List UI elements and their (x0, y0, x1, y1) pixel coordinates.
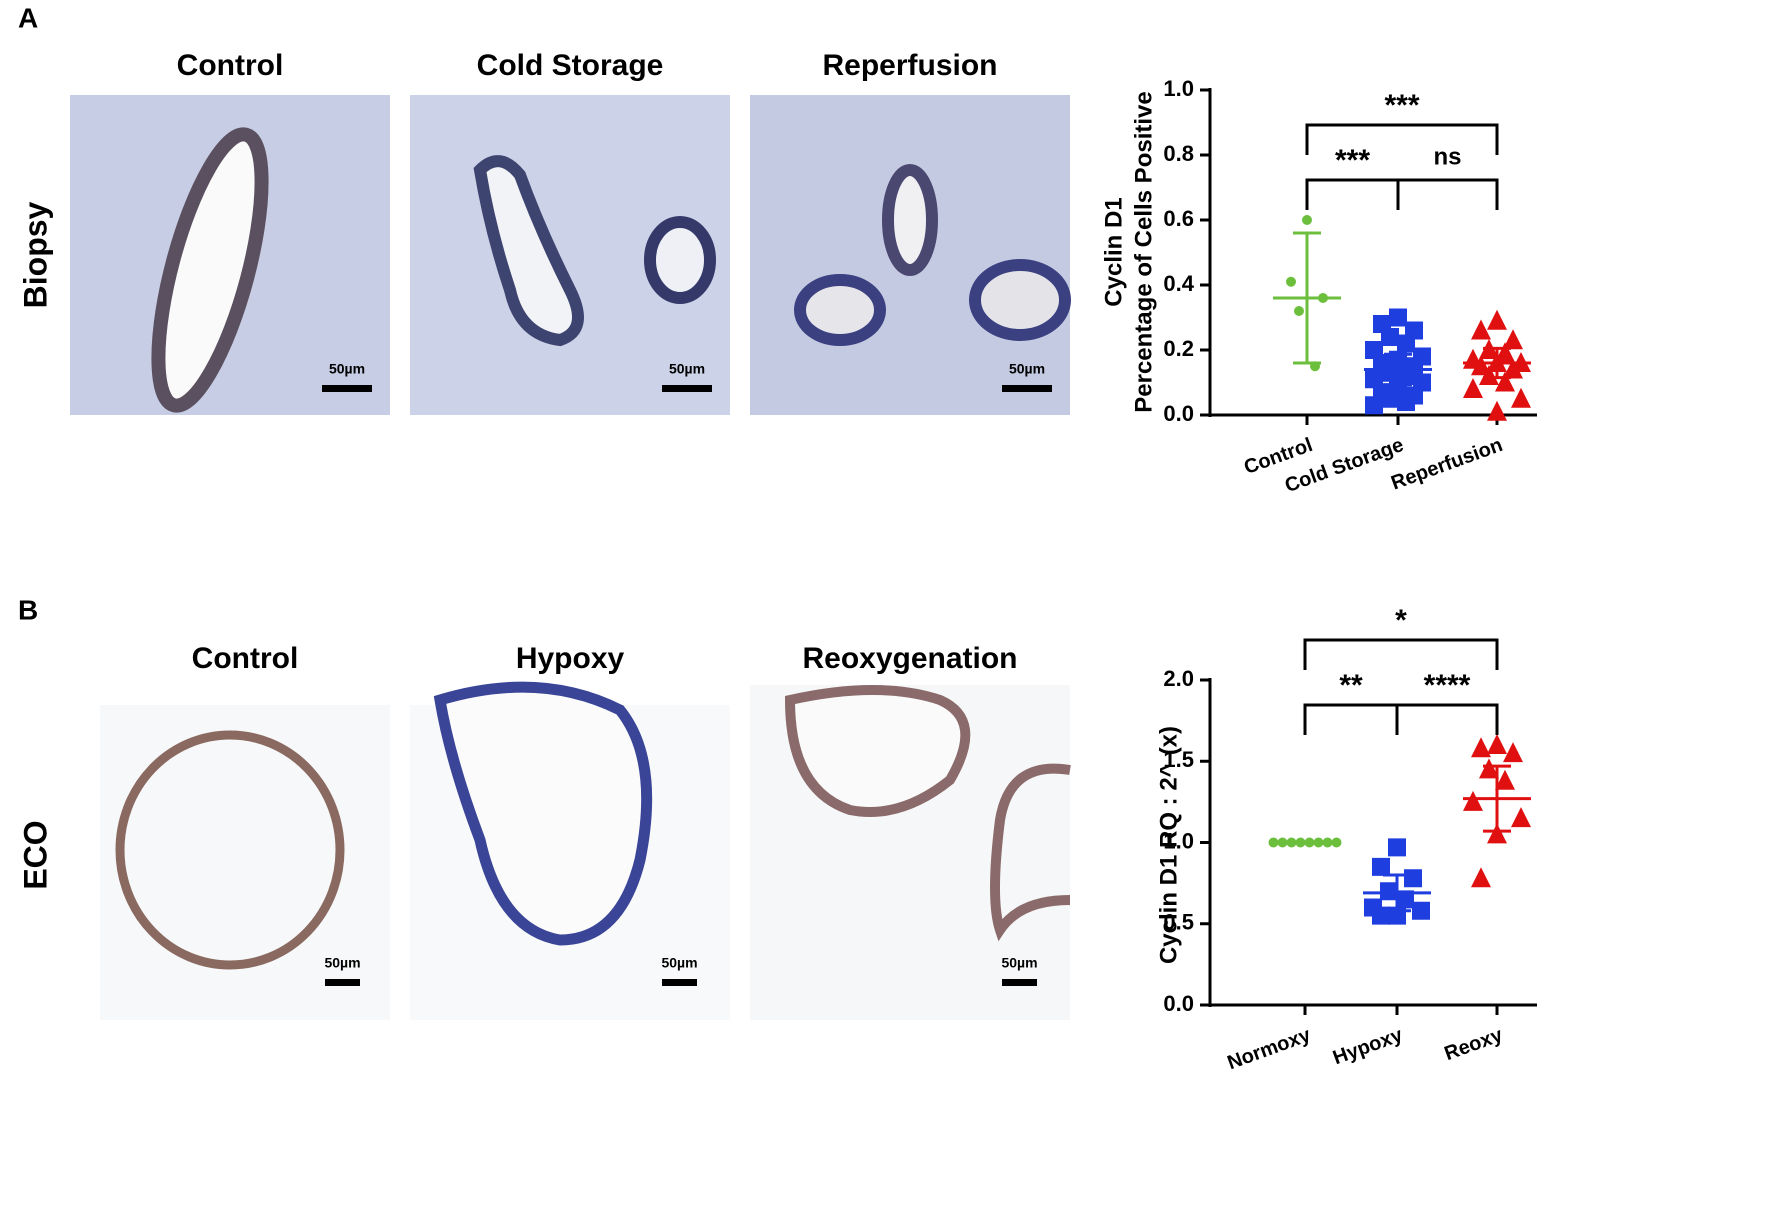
image-title: Control (192, 642, 299, 675)
significance-bracket (1305, 178, 1400, 210)
data-point (1471, 319, 1491, 340)
y-axis-label: Cyclin D1 (1100, 197, 1127, 306)
data-point (1471, 867, 1491, 888)
data-point (1381, 363, 1399, 382)
data-point (1495, 769, 1515, 790)
data-point (1511, 807, 1531, 828)
scale-bar (322, 385, 372, 392)
scale-bar-label: 50µm (669, 361, 705, 377)
y-tick-label: 0.5 (1163, 910, 1194, 935)
sd-bar (1384, 352, 1412, 387)
data-point (1388, 838, 1406, 857)
y-axis-label: Percentage of Cells Positive (1130, 91, 1157, 412)
image-title: Hypoxy (516, 642, 625, 675)
sd-bar (1483, 346, 1511, 380)
significance-label: ** (1339, 669, 1363, 702)
significance-label: *** (1384, 89, 1419, 122)
data-point (1372, 857, 1390, 876)
data-point (1479, 365, 1499, 385)
data-point (1487, 734, 1507, 754)
significance-label: * (1395, 604, 1407, 637)
scale-bar-label: 50µm (1009, 361, 1045, 377)
data-point (1396, 890, 1414, 909)
data-point (1286, 276, 1296, 287)
data-point (1487, 400, 1507, 421)
significance-bracket (1396, 178, 1499, 210)
significance-label: ns (1433, 143, 1461, 170)
data-point (1503, 742, 1523, 763)
significance-bracket (1395, 703, 1499, 735)
y-tick-label: 0.2 (1163, 336, 1194, 361)
sd-bar (1293, 231, 1321, 365)
scale-bar-label: 50µm (329, 361, 365, 377)
data-point (1471, 737, 1491, 758)
y-tick-label: 0.0 (1163, 991, 1194, 1016)
data-point (1487, 823, 1507, 844)
y-tick-label: 1.0 (1163, 828, 1194, 853)
sd-bar (1383, 873, 1411, 913)
significance-bracket (1303, 703, 1399, 735)
scale-bar-label: 50µm (324, 955, 360, 971)
x-tick-label: Reoxy (1442, 1024, 1507, 1066)
data-point (1397, 393, 1415, 411)
data-point (1380, 882, 1398, 901)
image-title: Reoxygenation (802, 642, 1017, 675)
data-point (1302, 215, 1312, 225)
y-tick-label: 0.4 (1163, 271, 1194, 296)
row-label: Biopsy (17, 201, 53, 308)
data-point (1471, 355, 1491, 376)
panel-label: A (18, 2, 38, 33)
data-point (1503, 358, 1523, 379)
scale-bar-label: 50µm (1001, 955, 1037, 971)
scale-bar (662, 979, 697, 986)
scale-bar-label: 50µm (661, 955, 697, 971)
data-point (1404, 869, 1422, 888)
scale-bar (662, 385, 712, 392)
y-tick-label: 1.0 (1163, 76, 1194, 101)
scale-bar (1002, 385, 1052, 392)
scale-bar (325, 979, 360, 986)
data-point (1412, 901, 1430, 920)
data-point (1365, 396, 1383, 415)
data-point (1381, 389, 1399, 408)
data-point (1397, 334, 1415, 353)
y-tick-label: 0.6 (1163, 206, 1194, 231)
data-point (1479, 758, 1499, 779)
data-point (1294, 306, 1304, 316)
data-point (1487, 309, 1507, 330)
significance-bracket (1305, 123, 1499, 155)
row-label: ECO (17, 820, 53, 889)
y-axis-label: Cyclin D1 RQ : 2^-(x) (1155, 726, 1182, 964)
data-point (1511, 387, 1531, 408)
data-point (1389, 308, 1407, 327)
chart: Cyclin D1 RQ : 2^-(x) 0.0 0.5 1.0 1.5 2.0 Norm… (1155, 604, 1537, 1074)
x-tick-label: Reperfusion (1388, 434, 1505, 495)
y-tick-label: 0.8 (1163, 141, 1194, 166)
data-point (1463, 790, 1483, 811)
data-point (1495, 371, 1515, 392)
x-tick-label: Normoxy (1225, 1024, 1315, 1075)
significance-bracket (1303, 638, 1499, 670)
scale-bar (1002, 979, 1037, 986)
micrographs-a (70, 95, 1071, 415)
sd-bar (1483, 764, 1511, 833)
chart: Cyclin D1 Percentage of Cells Positive0.0… (1100, 76, 1537, 497)
y-tick-label: 1.5 (1163, 747, 1194, 772)
data-point (1495, 342, 1515, 363)
image-title: Cold Storage (477, 49, 664, 82)
image-title: Reperfusion (822, 49, 997, 82)
significance-label: **** (1424, 669, 1471, 702)
image-title: Control (177, 49, 284, 82)
panel-label: B (18, 594, 38, 625)
x-tick-label: Hypoxy (1330, 1024, 1406, 1070)
data-point (1381, 328, 1399, 346)
data-point (1503, 329, 1523, 350)
y-tick-label: 0.0 (1163, 401, 1194, 426)
data-point (1463, 378, 1483, 398)
y-tick-label: 2.0 (1163, 666, 1194, 691)
micrographs-b (100, 681, 1071, 1020)
significance-label: *** (1335, 144, 1370, 177)
